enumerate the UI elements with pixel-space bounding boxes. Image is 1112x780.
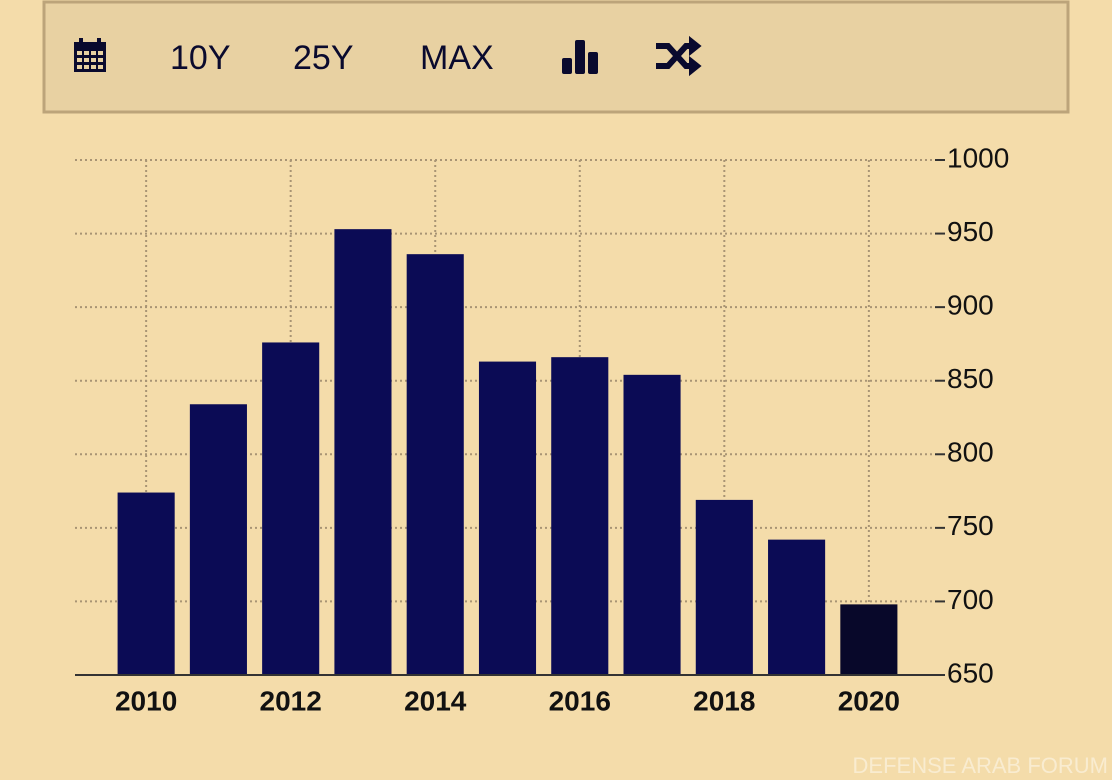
y-tick-label: 900: [947, 290, 994, 321]
y-tick-label: 850: [947, 363, 994, 394]
x-tick-label: 2014: [404, 685, 467, 716]
bar: [334, 229, 392, 675]
bar: [551, 357, 609, 675]
bar: [768, 539, 826, 675]
range-button[interactable]: 10Y: [170, 39, 231, 77]
bar: [695, 499, 753, 675]
bar: [117, 492, 175, 675]
bar: [406, 254, 464, 675]
x-tick-label: 2020: [838, 685, 900, 716]
y-tick-label: 1000: [947, 142, 1009, 173]
toolbar: [42, 0, 1070, 114]
y-tick-label: 650: [947, 657, 994, 688]
shuffle-button[interactable]: [656, 35, 702, 77]
watermark: DEFENSE ARAB FORUM: [853, 753, 1108, 778]
y-tick-label: 750: [947, 510, 994, 541]
range-button[interactable]: 25Y: [293, 39, 354, 77]
bar: [189, 404, 247, 675]
bar: [478, 361, 537, 675]
x-tick-label: 2012: [260, 685, 322, 716]
x-tick-label: 2016: [549, 685, 611, 716]
bar: [840, 604, 898, 675]
chart-type-button[interactable]: [562, 40, 598, 74]
y-tick-label: 800: [947, 437, 994, 468]
x-tick-label: 2010: [115, 685, 177, 716]
bar: [262, 342, 320, 675]
y-tick-label: 950: [947, 216, 994, 247]
x-tick-label: 2018: [693, 685, 755, 716]
calendar-button[interactable]: [74, 38, 106, 72]
range-button[interactable]: MAX: [420, 39, 494, 77]
bar: [623, 374, 681, 675]
y-tick-label: 700: [947, 584, 994, 615]
